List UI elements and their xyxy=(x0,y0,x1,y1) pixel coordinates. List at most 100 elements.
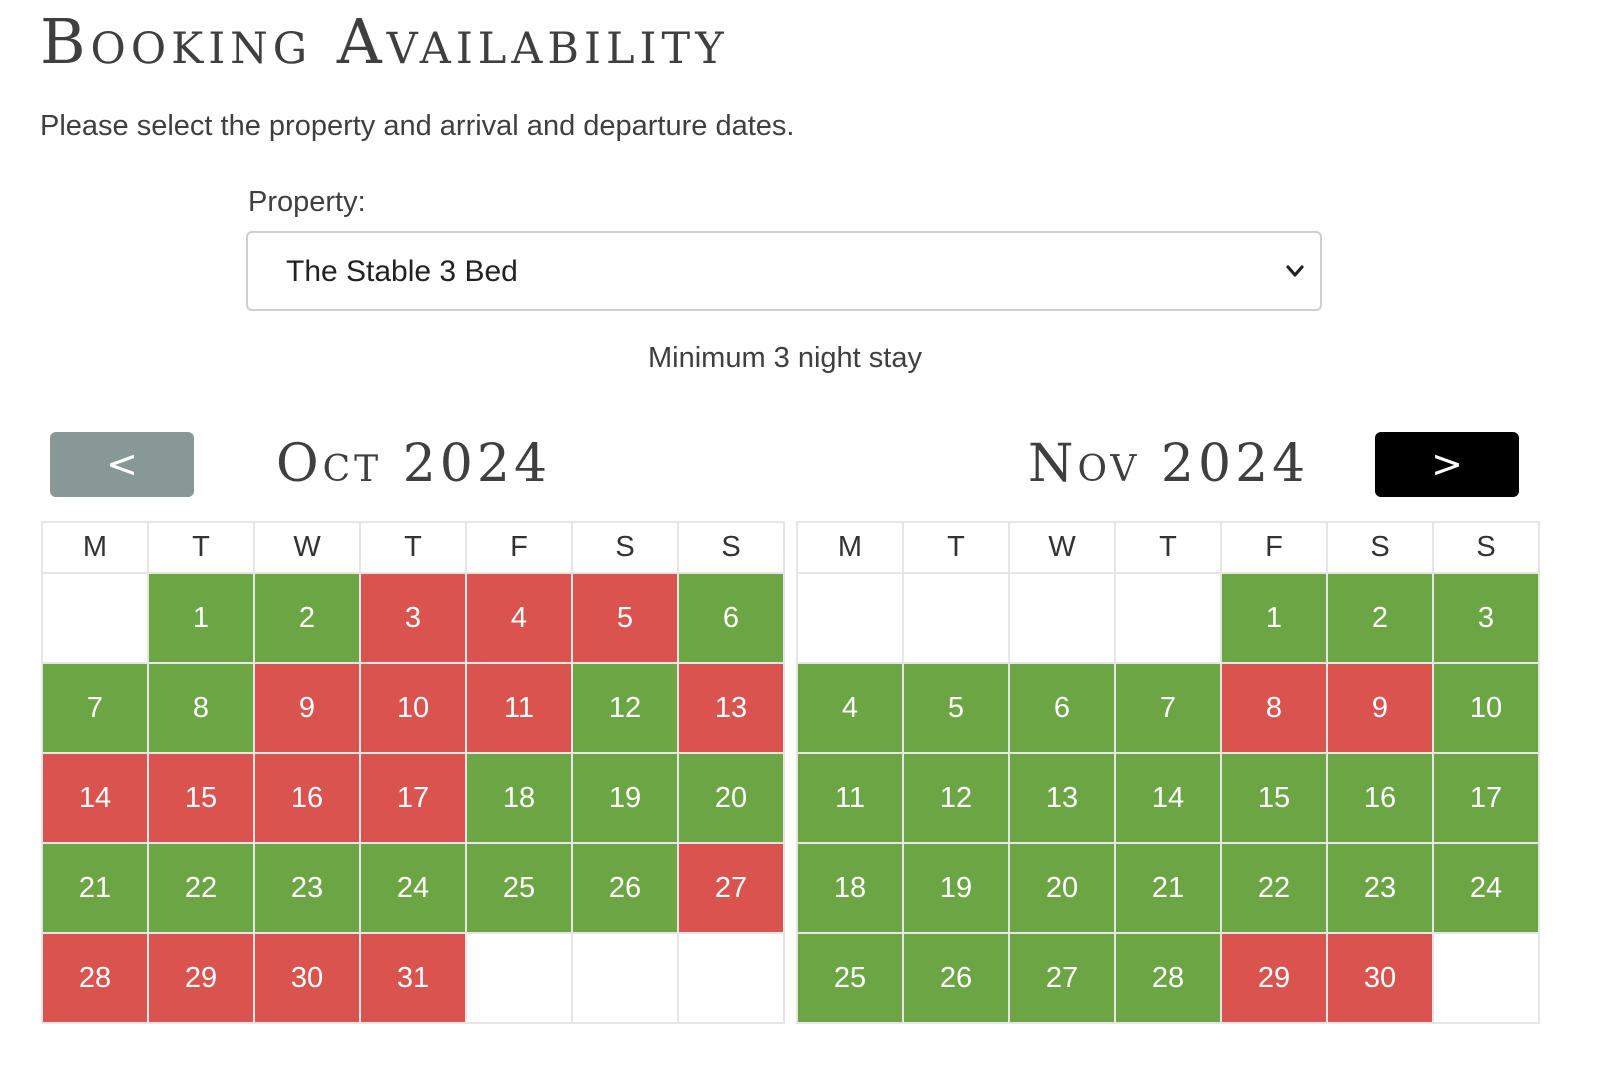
day-cell-available[interactable]: 18 xyxy=(465,752,573,844)
month-title-nov: Nov 2024 xyxy=(1028,434,1310,494)
day-cell-empty xyxy=(1432,932,1540,1024)
day-cell-empty xyxy=(571,932,679,1024)
weekday-header: M xyxy=(796,521,904,574)
minimum-stay-note: Minimum 3 night stay xyxy=(648,342,922,374)
calendar-week-row: 11 12 13 14 15 16 17 xyxy=(796,752,1540,844)
chevron-down-icon xyxy=(1286,265,1304,277)
day-cell-empty xyxy=(902,572,1010,664)
day-cell-available[interactable]: 7 xyxy=(1114,662,1222,754)
day-cell-booked: 28 xyxy=(41,932,149,1024)
day-cell-available[interactable]: 2 xyxy=(1326,572,1434,664)
day-cell-available[interactable]: 6 xyxy=(1008,662,1116,754)
day-cell-available[interactable]: 6 xyxy=(677,572,785,664)
day-cell-booked: 5 xyxy=(571,572,679,664)
page-title: Booking Availability xyxy=(40,5,729,78)
day-cell-empty xyxy=(465,932,573,1024)
day-cell-available[interactable]: 1 xyxy=(147,572,255,664)
weekday-header: S xyxy=(677,521,785,574)
property-select-value: The Stable 3 Bed xyxy=(286,255,518,288)
day-cell-booked: 4 xyxy=(465,572,573,664)
day-cell-booked: 11 xyxy=(465,662,573,754)
day-cell-booked: 13 xyxy=(677,662,785,754)
day-cell-booked: 27 xyxy=(677,842,785,934)
day-cell-available[interactable]: 2 xyxy=(253,572,361,664)
weekday-header: T xyxy=(359,521,467,574)
day-cell-available[interactable]: 5 xyxy=(902,662,1010,754)
weekday-header: M xyxy=(41,521,149,574)
day-cell-available[interactable]: 19 xyxy=(571,752,679,844)
day-cell-booked: 9 xyxy=(253,662,361,754)
weekday-header: S xyxy=(571,521,679,574)
day-cell-booked: 3 xyxy=(359,572,467,664)
day-cell-booked: 17 xyxy=(359,752,467,844)
day-cell-available[interactable]: 21 xyxy=(1114,842,1222,934)
weekday-header: S xyxy=(1326,521,1434,574)
day-cell-available[interactable]: 14 xyxy=(1114,752,1222,844)
calendar-week-row: 4 5 6 7 8 9 10 xyxy=(796,662,1540,754)
day-cell-available[interactable]: 18 xyxy=(796,842,904,934)
day-cell-empty xyxy=(677,932,785,1024)
day-cell-booked: 16 xyxy=(253,752,361,844)
day-cell-empty xyxy=(1008,572,1116,664)
day-cell-available[interactable]: 24 xyxy=(1432,842,1540,934)
day-cell-available[interactable]: 4 xyxy=(796,662,904,754)
day-cell-available[interactable]: 26 xyxy=(902,932,1010,1024)
weekday-header: F xyxy=(1220,521,1328,574)
day-cell-available[interactable]: 8 xyxy=(147,662,255,754)
day-cell-available[interactable]: 10 xyxy=(1432,662,1540,754)
weekday-header: W xyxy=(253,521,361,574)
day-cell-available[interactable]: 1 xyxy=(1220,572,1328,664)
prev-month-button[interactable]: < xyxy=(50,432,194,497)
day-cell-available[interactable]: 13 xyxy=(1008,752,1116,844)
day-cell-booked: 8 xyxy=(1220,662,1328,754)
next-month-button[interactable]: > xyxy=(1375,432,1519,497)
calendar-week-row: 21 22 23 24 25 26 27 xyxy=(41,842,785,934)
day-cell-available[interactable]: 24 xyxy=(359,842,467,934)
weekday-header: W xyxy=(1008,521,1116,574)
day-cell-available[interactable]: 25 xyxy=(796,932,904,1024)
day-cell-available[interactable]: 27 xyxy=(1008,932,1116,1024)
weekday-header: F xyxy=(465,521,573,574)
day-cell-available[interactable]: 12 xyxy=(902,752,1010,844)
day-cell-available[interactable]: 28 xyxy=(1114,932,1222,1024)
day-cell-booked: 29 xyxy=(147,932,255,1024)
day-cell-available[interactable]: 20 xyxy=(677,752,785,844)
month-title-oct: Oct 2024 xyxy=(276,434,552,494)
day-cell-available[interactable]: 11 xyxy=(796,752,904,844)
day-cell-booked: 14 xyxy=(41,752,149,844)
day-cell-booked: 30 xyxy=(253,932,361,1024)
day-cell-available[interactable]: 12 xyxy=(571,662,679,754)
calendar-nov: M T W T F S S 1 2 3 4 5 6 7 8 9 10 11 12 13 14 15 16 17 18 19 20 21… xyxy=(796,521,1540,1024)
day-cell-available[interactable]: 26 xyxy=(571,842,679,934)
weekday-header: T xyxy=(147,521,255,574)
day-cell-available[interactable]: 23 xyxy=(253,842,361,934)
day-cell-available[interactable]: 15 xyxy=(1220,752,1328,844)
property-label: Property: xyxy=(248,186,366,218)
day-cell-available[interactable]: 21 xyxy=(41,842,149,934)
property-select[interactable]: The Stable 3 Bed xyxy=(246,231,1322,311)
day-cell-booked: 30 xyxy=(1326,932,1434,1024)
calendar-oct: M T W T F S S 1 2 3 4 5 6 7 8 9 10 11 12 13 14 15 16 17 18 19 20 21… xyxy=(41,521,785,1024)
weekday-header: T xyxy=(902,521,1010,574)
day-cell-available[interactable]: 7 xyxy=(41,662,149,754)
calendar-week-row: 28 29 30 31 xyxy=(41,932,785,1024)
day-cell-available[interactable]: 3 xyxy=(1432,572,1540,664)
day-cell-empty xyxy=(1114,572,1222,664)
day-cell-booked: 29 xyxy=(1220,932,1328,1024)
day-cell-available[interactable]: 22 xyxy=(1220,842,1328,934)
day-cell-available[interactable]: 19 xyxy=(902,842,1010,934)
day-cell-booked: 9 xyxy=(1326,662,1434,754)
day-cell-available[interactable]: 17 xyxy=(1432,752,1540,844)
day-cell-available[interactable]: 23 xyxy=(1326,842,1434,934)
day-cell-available[interactable]: 20 xyxy=(1008,842,1116,934)
day-cell-available[interactable]: 22 xyxy=(147,842,255,934)
weekday-header: S xyxy=(1432,521,1540,574)
day-cell-empty xyxy=(41,572,149,664)
calendar-week-row: 14 15 16 17 18 19 20 xyxy=(41,752,785,844)
day-cell-available[interactable]: 25 xyxy=(465,842,573,934)
day-cell-available[interactable]: 16 xyxy=(1326,752,1434,844)
